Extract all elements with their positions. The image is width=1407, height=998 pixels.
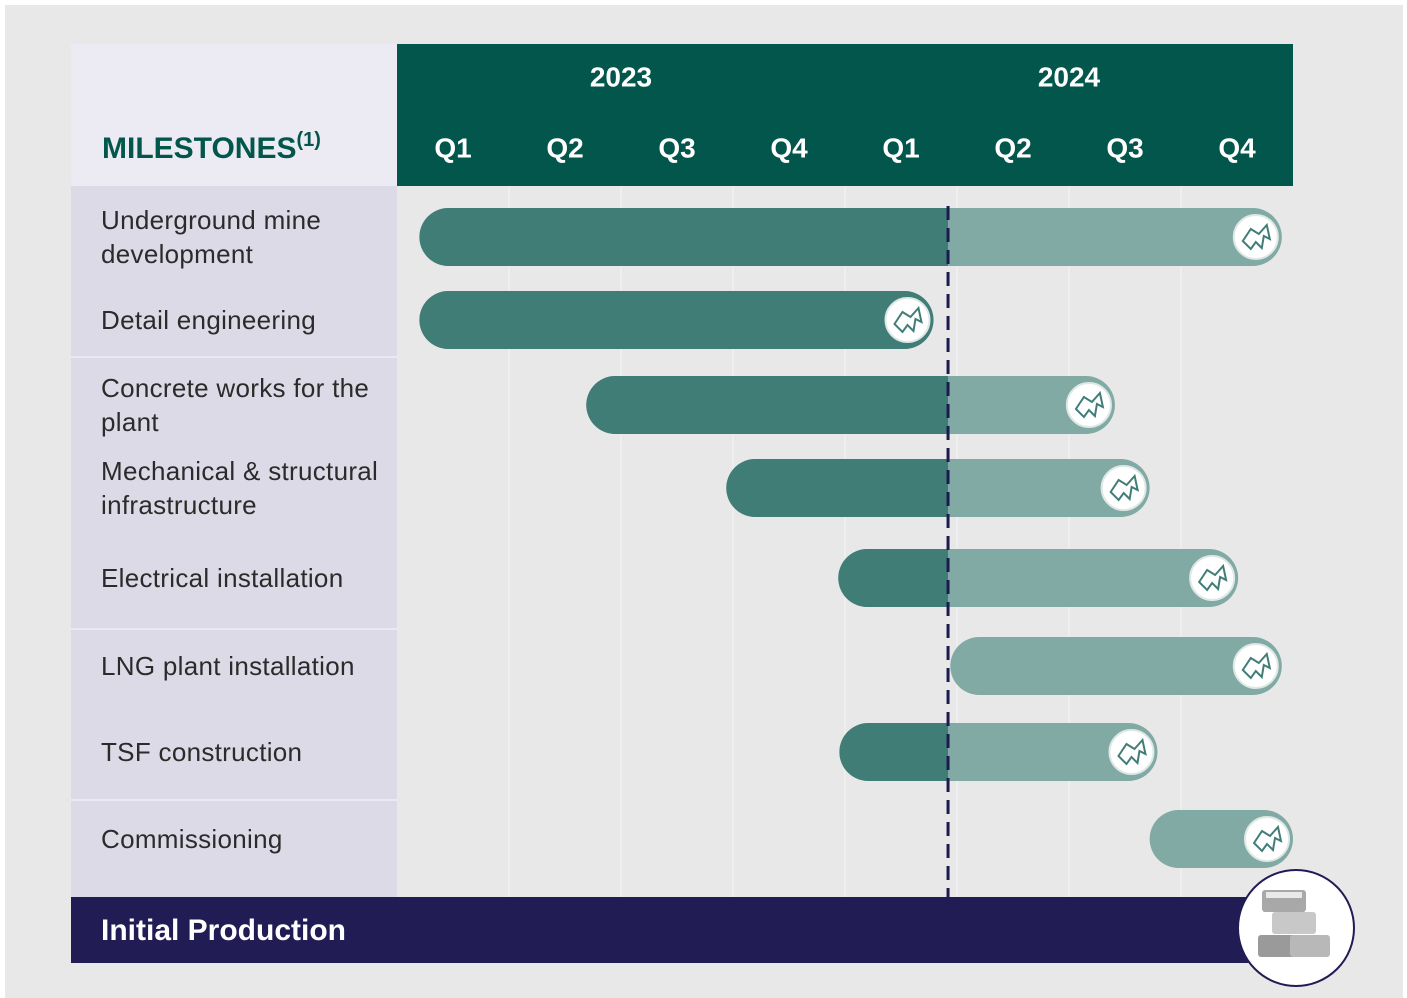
icon-circle [1234, 215, 1278, 259]
icon-circle [1109, 730, 1153, 774]
task-bar [838, 549, 1238, 607]
quarter-label: Q2 [546, 132, 583, 163]
icon-circle [1190, 556, 1234, 600]
milestone-icon [885, 298, 929, 342]
icon-circle [1234, 644, 1278, 688]
year-label: 2024 [1038, 61, 1101, 92]
icon-circle [1067, 383, 1111, 427]
task-bar [586, 376, 1115, 434]
quarter-label: Q1 [882, 132, 919, 163]
icon-circle [1102, 466, 1146, 510]
quarter-label: Q4 [770, 132, 808, 163]
milestone-icon [1067, 383, 1111, 427]
title-note: (1) [296, 129, 320, 151]
icon-circle [1245, 817, 1289, 861]
milestone-icon [1190, 556, 1234, 600]
task-bar [950, 637, 1282, 695]
milestone-icon [1234, 644, 1278, 688]
milestone-icon [1109, 730, 1153, 774]
task-label: Detail engineering [101, 303, 386, 337]
task-label: Electrical installation [101, 561, 386, 595]
footer-text: Initial Production [101, 914, 346, 947]
production-icon [1238, 870, 1354, 986]
quarter-label: Q3 [1106, 132, 1143, 163]
task-label: LNG plant installation [101, 649, 386, 683]
year-label: 2023 [590, 61, 652, 92]
page: {"chart_data": { "type": "gantt", "title… [0, 0, 1407, 998]
milestone-icon [1245, 817, 1289, 861]
label-column [71, 186, 397, 897]
task-bar [726, 459, 1149, 517]
milestone-icon [1234, 215, 1278, 259]
task-label: TSF construction [101, 735, 386, 769]
quarter-label: Q4 [1218, 132, 1256, 163]
quarter-label: Q2 [994, 132, 1031, 163]
icon-circle [885, 298, 929, 342]
milestone-icon [1102, 466, 1146, 510]
task-label: Commissioning [101, 822, 386, 856]
bar-done [419, 291, 933, 349]
quarter-label: Q3 [658, 132, 695, 163]
task-label: Mechanical & structural infrastructure [101, 454, 386, 522]
quarter-label: Q1 [434, 132, 471, 163]
timeline-header [397, 44, 1293, 186]
chart-title: MILESTONES(1) [102, 129, 321, 165]
task-label: Concrete works for the plant [101, 371, 386, 439]
task-bar [419, 291, 933, 349]
task-bar [419, 208, 1281, 266]
title-text: MILESTONES [102, 132, 296, 165]
bar-remaining [950, 637, 1282, 695]
task-label: Underground mine development [101, 203, 386, 271]
